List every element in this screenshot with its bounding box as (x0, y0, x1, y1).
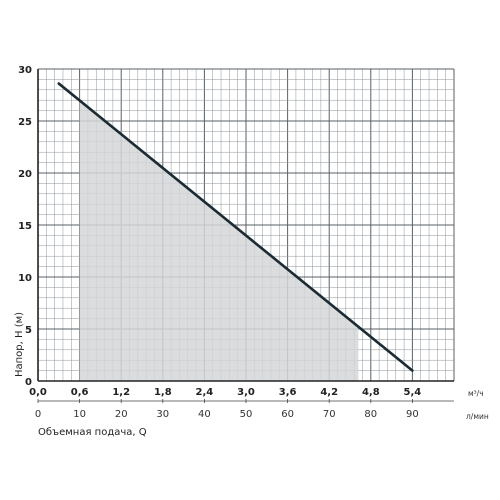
y-tick-label: 5 (25, 325, 32, 336)
x-tick-label-m3h: 3,0 (237, 387, 255, 398)
y-tick-label: 15 (18, 221, 32, 232)
x-tick-label-m3h: 1,2 (112, 387, 130, 398)
x-tick-label-lmin: 30 (156, 409, 169, 420)
x-tick-label-m3h: 0,0 (29, 387, 47, 398)
x-tick-label-lmin: 10 (73, 409, 86, 420)
y-tick-label: 10 (18, 273, 32, 284)
x-tick-label-m3h: 0,6 (71, 387, 89, 398)
y-tick-label: 30 (18, 65, 32, 76)
working-range-area (79, 100, 359, 381)
x-tick-label-lmin: 90 (406, 409, 419, 420)
x-tick-label-m3h: 2,4 (196, 387, 214, 398)
x-tick-label-lmin: 20 (115, 409, 128, 420)
axis-ticks: 0 5 10 15 20 25 30 0,0 0,6 1,2 1,8 2,4 3,0 3,6 4,2 4,8 5… (18, 65, 454, 420)
x-tick-label-lmin: 0 (35, 409, 41, 420)
x-tick-label-lmin: 80 (364, 409, 377, 420)
x-tick-label-lmin: 40 (198, 409, 211, 420)
x-tick-label-lmin: 70 (323, 409, 336, 420)
x-unit-secondary: л/мин (466, 412, 489, 421)
x-tick-label-lmin: 60 (281, 409, 294, 420)
x-tick-label-m3h: 5,4 (404, 387, 422, 398)
x-tick-label-m3h: 1,8 (154, 387, 172, 398)
y-tick-label: 20 (18, 169, 32, 180)
series-line (57, 82, 414, 372)
y-tick-label: 25 (18, 117, 32, 128)
x-tick-label-lmin: 50 (240, 409, 253, 420)
x-tick-label-m3h: 3,6 (279, 387, 297, 398)
y-axis-label: Напор, H (м) (14, 312, 25, 377)
x-unit-primary: м³/ч (468, 389, 484, 398)
y-tick-label: 0 (25, 377, 32, 388)
x-axis-label: Объемная подача, Q (38, 427, 147, 438)
x-tick-label-m3h: 4,8 (362, 387, 380, 398)
x-tick-label-m3h: 4,2 (320, 387, 338, 398)
